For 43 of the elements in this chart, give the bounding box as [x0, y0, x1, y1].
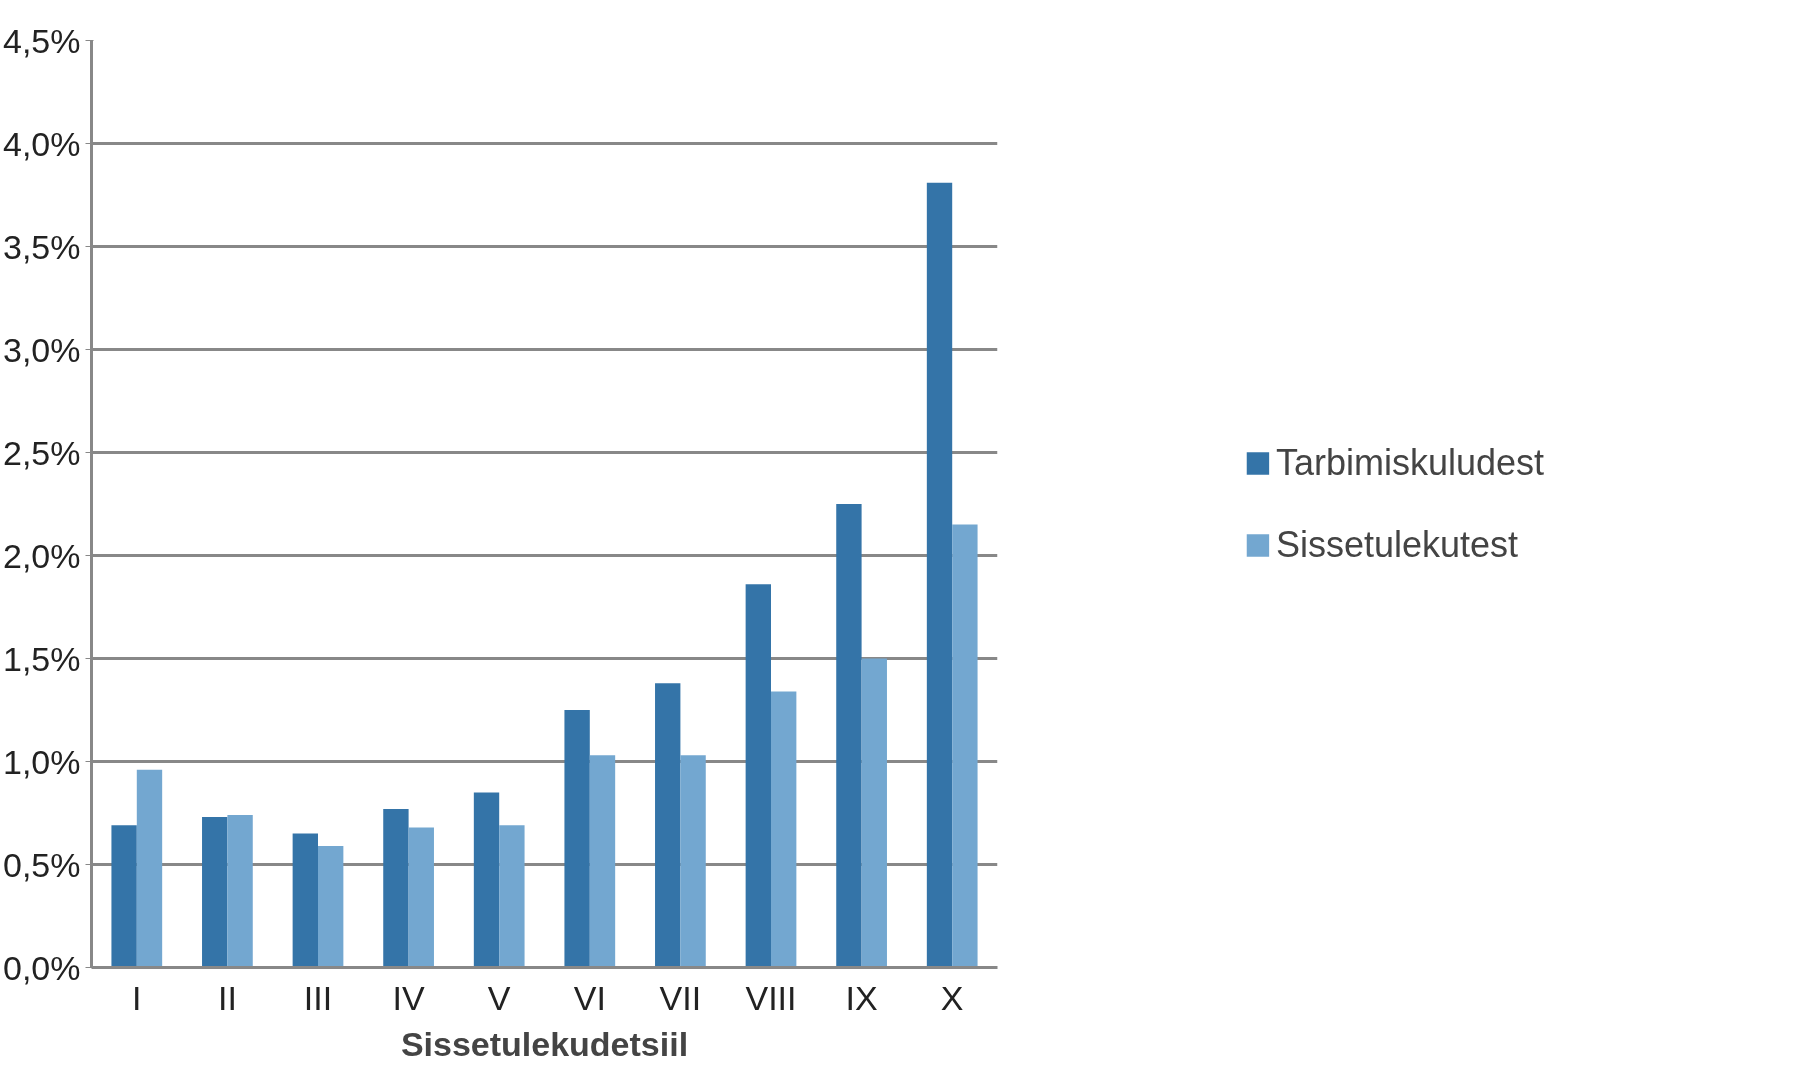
y-tick-label: 4,5% [3, 21, 81, 60]
bar [680, 755, 706, 968]
bar [499, 825, 525, 968]
y-tick-label: 2,5% [3, 433, 81, 472]
bar [589, 755, 616, 968]
bar [564, 710, 590, 968]
bar [227, 815, 253, 968]
x-tick-label: V [487, 978, 511, 1017]
x-tick-label: X [940, 978, 964, 1017]
y-tick-label: 0,0% [3, 948, 81, 987]
x-tick-label: VII [659, 978, 702, 1017]
x-tick-label: IX [845, 978, 878, 1017]
y-tick-label: 0,5% [3, 845, 81, 884]
bar [383, 808, 409, 968]
bar [745, 584, 771, 968]
x-tick-label: III [303, 978, 333, 1017]
y-tick-label: 4,0% [3, 124, 81, 163]
y-tick-label: 3,0% [3, 330, 81, 369]
x-tick-label: VI [573, 978, 606, 1017]
bar [473, 792, 500, 968]
y-tick-label: 1,5% [3, 639, 81, 678]
bar [926, 182, 953, 968]
x-tick-label: II [217, 978, 237, 1017]
legend-label: Tarbimiskuludest [1275, 441, 1545, 484]
bar [836, 504, 862, 968]
bar [771, 691, 797, 968]
y-tick-label: 1,0% [3, 742, 81, 781]
bar [655, 683, 681, 968]
bar [202, 817, 228, 968]
bar [136, 769, 163, 968]
bar [861, 658, 887, 968]
x-tick-label: I [132, 978, 142, 1017]
y-tick-label: 2,0% [3, 536, 81, 575]
x-tick-label: IV [392, 978, 425, 1017]
bar [952, 524, 978, 968]
bar [292, 833, 318, 968]
x-tick-label: VIII [745, 978, 797, 1017]
bar [111, 825, 137, 968]
x-axis-title: Sissetulekudetsiil [400, 1024, 689, 1063]
legend-label: Sissetulekutest [1275, 523, 1519, 566]
y-tick-label: 3,5% [3, 227, 81, 266]
bar [408, 827, 434, 968]
bar [318, 845, 344, 968]
